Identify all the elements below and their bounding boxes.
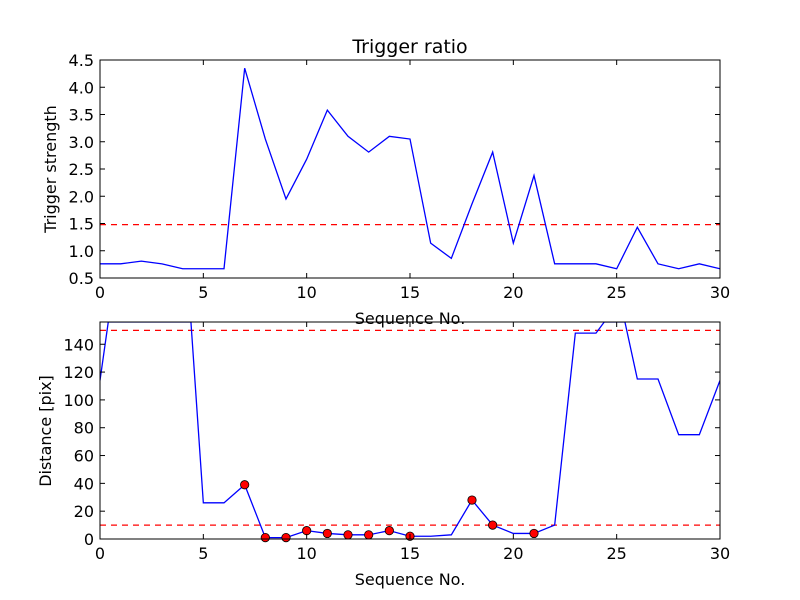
y-tick-label: 100 (63, 391, 94, 410)
series-line (100, 322, 720, 539)
y-tick-label: 2.5 (69, 160, 94, 179)
y-tick-label: 140 (63, 335, 94, 354)
y-tick-label: 1.0 (69, 242, 94, 261)
y-axis-label: Trigger strength (41, 105, 60, 234)
x-tick-label: 10 (296, 283, 316, 302)
x-tick-label: 25 (606, 283, 626, 302)
x-tick-label: 5 (198, 283, 208, 302)
data-point (260, 533, 270, 543)
y-tick-label: 60 (74, 447, 94, 466)
x-tick-label: 5 (198, 544, 208, 563)
y-tick-label: 40 (74, 474, 94, 493)
x-axis-label: Sequence No. (355, 309, 466, 328)
x-tick-label: 30 (710, 544, 730, 563)
y-tick-label: 120 (63, 363, 94, 382)
data-point (302, 526, 312, 536)
x-tick-label: 20 (503, 544, 523, 563)
y-tick-label: 20 (74, 502, 94, 521)
y-tick-label: 2.0 (69, 187, 94, 206)
x-tick-label: 20 (503, 283, 523, 302)
x-tick-label: 0 (95, 283, 105, 302)
y-tick-label: 3.0 (69, 133, 94, 152)
y-tick-label: 0 (84, 530, 94, 549)
data-point (467, 495, 477, 505)
y-tick-label: 1.5 (69, 215, 94, 234)
y-tick-label: 80 (74, 419, 94, 438)
distance-panel: Sequence No. Distance [pix] 0 5 10 15 20 25 30… (36, 321, 730, 589)
chart-title: Trigger ratio (351, 36, 467, 58)
data-point (384, 526, 394, 536)
y-axis-label: Distance [pix] (36, 375, 55, 487)
x-tick-label: 15 (400, 544, 420, 563)
y-tick-label: 0.5 (69, 269, 94, 288)
trigger-ratio-panel: Trigger ratio Sequence No. Trigger stren… (41, 36, 730, 328)
plot-frame (99, 59, 721, 279)
data-point (364, 530, 374, 540)
x-tick-label: 10 (296, 544, 316, 563)
x-tick-label: 25 (606, 544, 626, 563)
data-point (281, 533, 291, 543)
data-point (529, 528, 539, 539)
data-point (488, 520, 498, 530)
data-point (343, 530, 353, 540)
x-tick-label: 30 (710, 283, 730, 302)
y-tick-label: 3.5 (69, 106, 94, 125)
x-axis-label: Sequence No. (355, 570, 466, 589)
x-tick-label: 0 (95, 544, 105, 563)
y-tick-label: 4.0 (69, 78, 94, 97)
series-line (100, 67, 720, 270)
data-point (322, 528, 332, 539)
y-tick-label: 4.5 (69, 51, 94, 70)
data-point (240, 480, 250, 490)
x-tick-label: 15 (400, 283, 420, 302)
